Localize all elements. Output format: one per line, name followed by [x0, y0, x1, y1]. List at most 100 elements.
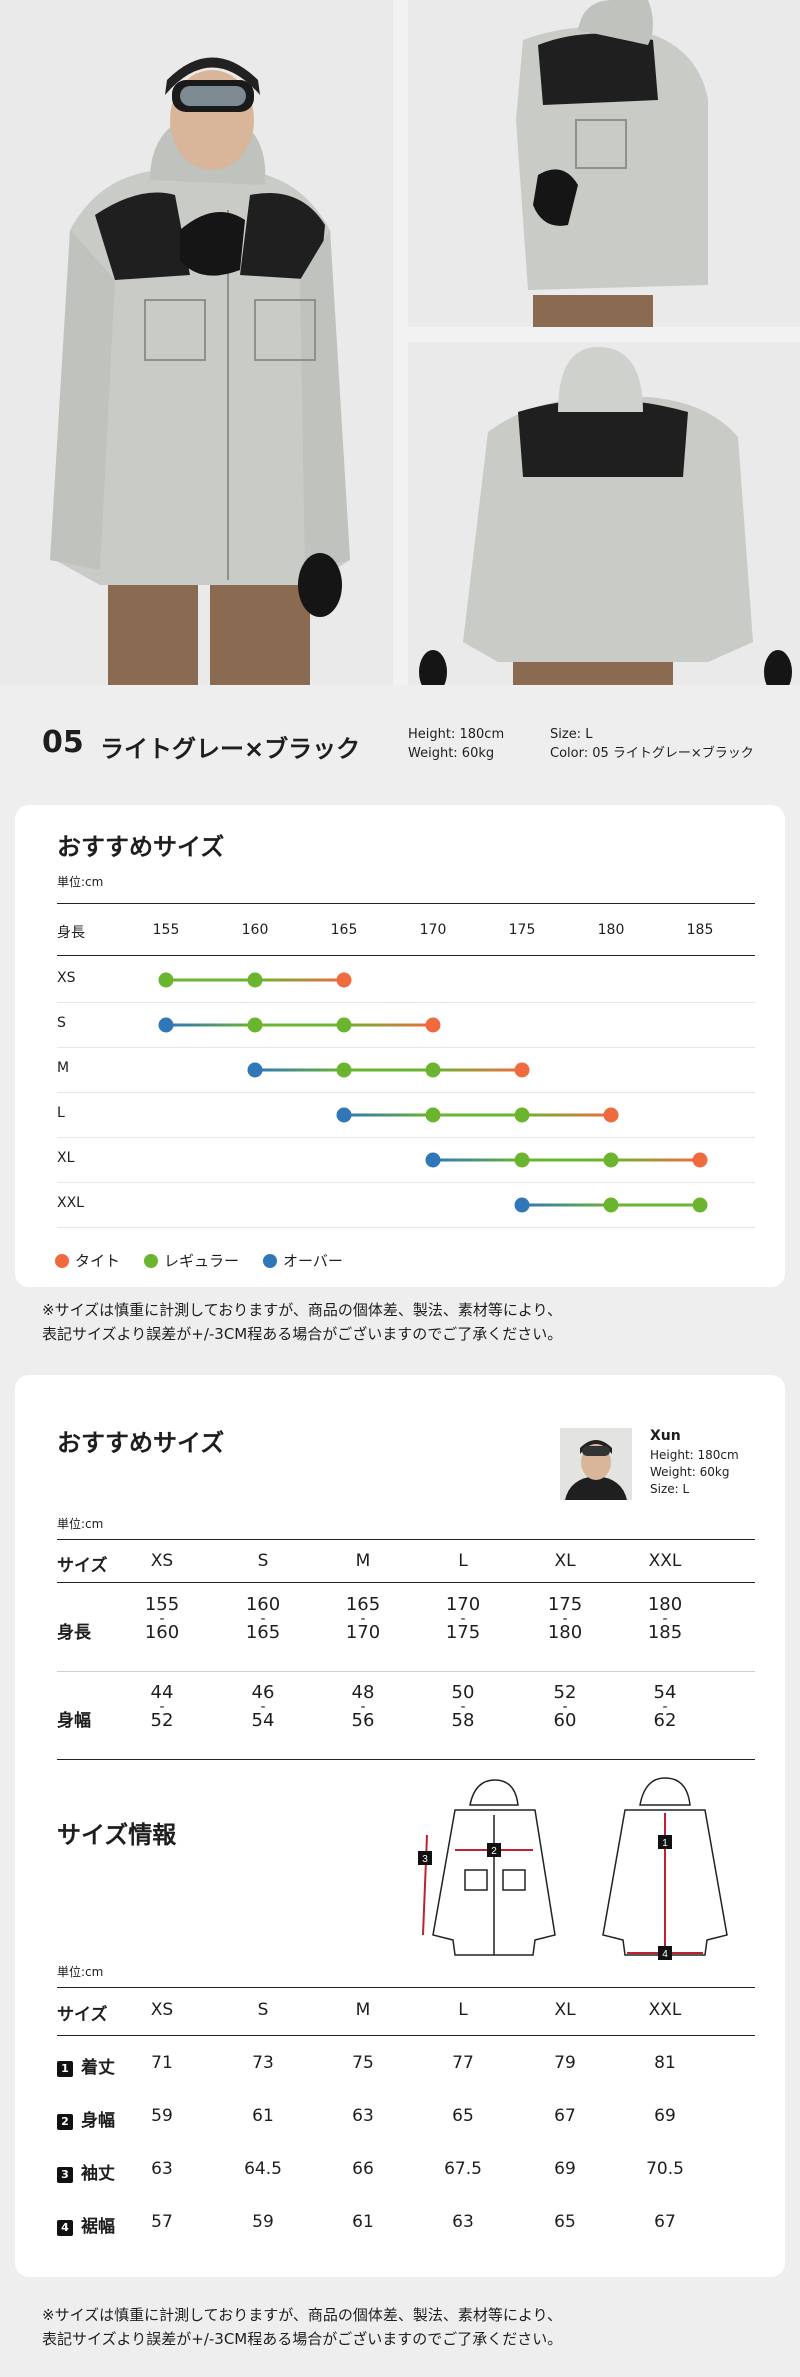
- row-number-badge: 2: [57, 2114, 73, 2130]
- point-s-160: [247, 1017, 263, 1033]
- range-max: 185: [647, 1622, 683, 1643]
- range-max: 62: [653, 1710, 677, 1731]
- row-divider: [57, 1092, 755, 1093]
- x-tick-185: 185: [686, 922, 714, 938]
- table1-header-rule: [57, 1582, 755, 1583]
- table2-cell: 81: [654, 2053, 676, 2073]
- range-min: 44: [150, 1682, 174, 1703]
- table2-size-s: S: [257, 2000, 269, 2020]
- range-max: 52: [150, 1710, 174, 1731]
- color-name: ライトグレー×ブラック: [100, 735, 361, 763]
- range-dash: -: [260, 1611, 266, 1627]
- range-dash: -: [460, 1699, 466, 1715]
- point-xs-160: [247, 972, 263, 988]
- range-segment-xxl: [611, 1203, 700, 1207]
- table2-cell: 67: [554, 2106, 576, 2126]
- range-segment-xl: [611, 1158, 700, 1162]
- table2-row-label: 3 袖丈: [57, 2159, 115, 2184]
- legend: タイト レギュラー オーバー: [55, 1250, 343, 1271]
- range-dash: -: [562, 1611, 568, 1627]
- legend-item: タイト: [55, 1250, 120, 1271]
- row-divider: [57, 1137, 755, 1138]
- size-label-s: S: [57, 1015, 66, 1031]
- range-dash: -: [159, 1699, 165, 1715]
- range-segment-m: [255, 1068, 344, 1072]
- size-info-title: サイズ情報: [57, 1821, 177, 1849]
- table1-cell: 170-175: [423, 1596, 503, 1642]
- table2-size-l: L: [458, 2000, 468, 2020]
- x-tick-155: 155: [152, 922, 180, 938]
- diagram-label-4: 4: [658, 1946, 672, 1960]
- svg-text:4: 4: [662, 1949, 668, 1960]
- x-tick-165: 165: [330, 922, 358, 938]
- table2-cell: 57: [151, 2212, 173, 2232]
- table1-cell: 48-56: [323, 1684, 403, 1730]
- range-min: 170: [445, 1594, 481, 1615]
- range-min: 52: [553, 1682, 577, 1703]
- range-dash: -: [662, 1699, 668, 1715]
- point-xl-185: [692, 1152, 708, 1168]
- size-table-unit: 単位:cm: [57, 1517, 104, 1531]
- note2-line-2: 表記サイズより誤差が+/-3CM程ある場合がございますのでご了承ください。: [42, 2330, 563, 2348]
- color-number: 05: [42, 725, 84, 760]
- fit-range-plot: [158, 972, 708, 1213]
- table1-cell: 46-54: [223, 1684, 303, 1730]
- table1-row-rule: [57, 1671, 755, 1672]
- table2-cell: 63: [452, 2212, 474, 2232]
- range-max: 170: [345, 1622, 381, 1643]
- note-line-1: ※サイズは慎重に計測しておりますが、商品の個体差、製法、素材等により、: [42, 1301, 563, 1319]
- table2-cell: 69: [654, 2106, 676, 2126]
- size-label-xl: XL: [57, 1150, 75, 1166]
- table2-cell: 69: [554, 2159, 576, 2179]
- svg-text:1: 1: [662, 1838, 668, 1849]
- point-m-165: [336, 1062, 352, 1078]
- range-segment-s: [344, 1023, 433, 1027]
- row-divider: [57, 1227, 755, 1228]
- model-height: Height: 180cm: [408, 727, 505, 742]
- table2-cell: 70.5: [646, 2159, 684, 2179]
- table2-cell: 63: [352, 2106, 374, 2126]
- row-number-badge: 3: [57, 2167, 73, 2183]
- chart-unit: 単位:cm: [57, 875, 104, 889]
- point-xxl-185: [692, 1197, 708, 1213]
- table2-size-xl: XL: [554, 2000, 576, 2020]
- size-label-xxl: XXL: [57, 1195, 84, 1211]
- range-min: 48: [351, 1682, 375, 1703]
- table2-cell: 59: [151, 2106, 173, 2126]
- legend-dot: [144, 1253, 159, 1268]
- range-max: 180: [547, 1622, 583, 1643]
- size-note-1: ※サイズは慎重に計測しておりますが、商品の個体差、製法、素材等により、 表記サイ…: [42, 1298, 562, 1346]
- table1-cell: 50-58: [423, 1684, 503, 1730]
- table1-cell: 52-60: [525, 1684, 605, 1730]
- table2-cell: 61: [252, 2106, 274, 2126]
- model-box-weight: Weight: 60kg: [650, 1465, 730, 1479]
- model-info-box: Xun Height: 180cm Weight: 60kg Size: L: [650, 1425, 739, 1498]
- model-box-height: Height: 180cm: [650, 1448, 739, 1462]
- point-s-170: [425, 1017, 441, 1033]
- row-number-badge: 1: [57, 2061, 73, 2077]
- chart-top-rule: [57, 903, 755, 904]
- table2-cell: 61: [352, 2212, 374, 2232]
- table2-cell: 63: [151, 2159, 173, 2179]
- legend-label: オーバー: [283, 1252, 343, 1270]
- table1-row-label: 身長: [57, 1623, 91, 1643]
- range-min: 160: [245, 1594, 281, 1615]
- row-label-text: 袖丈: [81, 2164, 115, 2184]
- point-xl-170: [425, 1152, 441, 1168]
- table2-cell: 67: [654, 2212, 676, 2232]
- note2-line-1: ※サイズは慎重に計測しておりますが、商品の個体差、製法、素材等により、: [42, 2306, 563, 2324]
- table2-cell: 64.5: [244, 2159, 282, 2179]
- point-l-175: [514, 1107, 530, 1123]
- table2-cell: 79: [554, 2053, 576, 2073]
- x-tick-180: 180: [597, 922, 625, 938]
- point-xs-155: [158, 972, 174, 988]
- range-segment-l: [433, 1113, 522, 1117]
- table2-cell: 65: [452, 2106, 474, 2126]
- product-photos: [0, 0, 800, 685]
- size-info-unit: 単位:cm: [57, 1965, 104, 1979]
- point-m-160: [247, 1062, 263, 1078]
- table1-row-label: 身幅: [57, 1711, 91, 1731]
- color-info: 05 ライトグレー×ブラック Height: 180cm Weight: 60k…: [0, 685, 800, 795]
- point-m-170: [425, 1062, 441, 1078]
- range-segment-l: [522, 1113, 611, 1117]
